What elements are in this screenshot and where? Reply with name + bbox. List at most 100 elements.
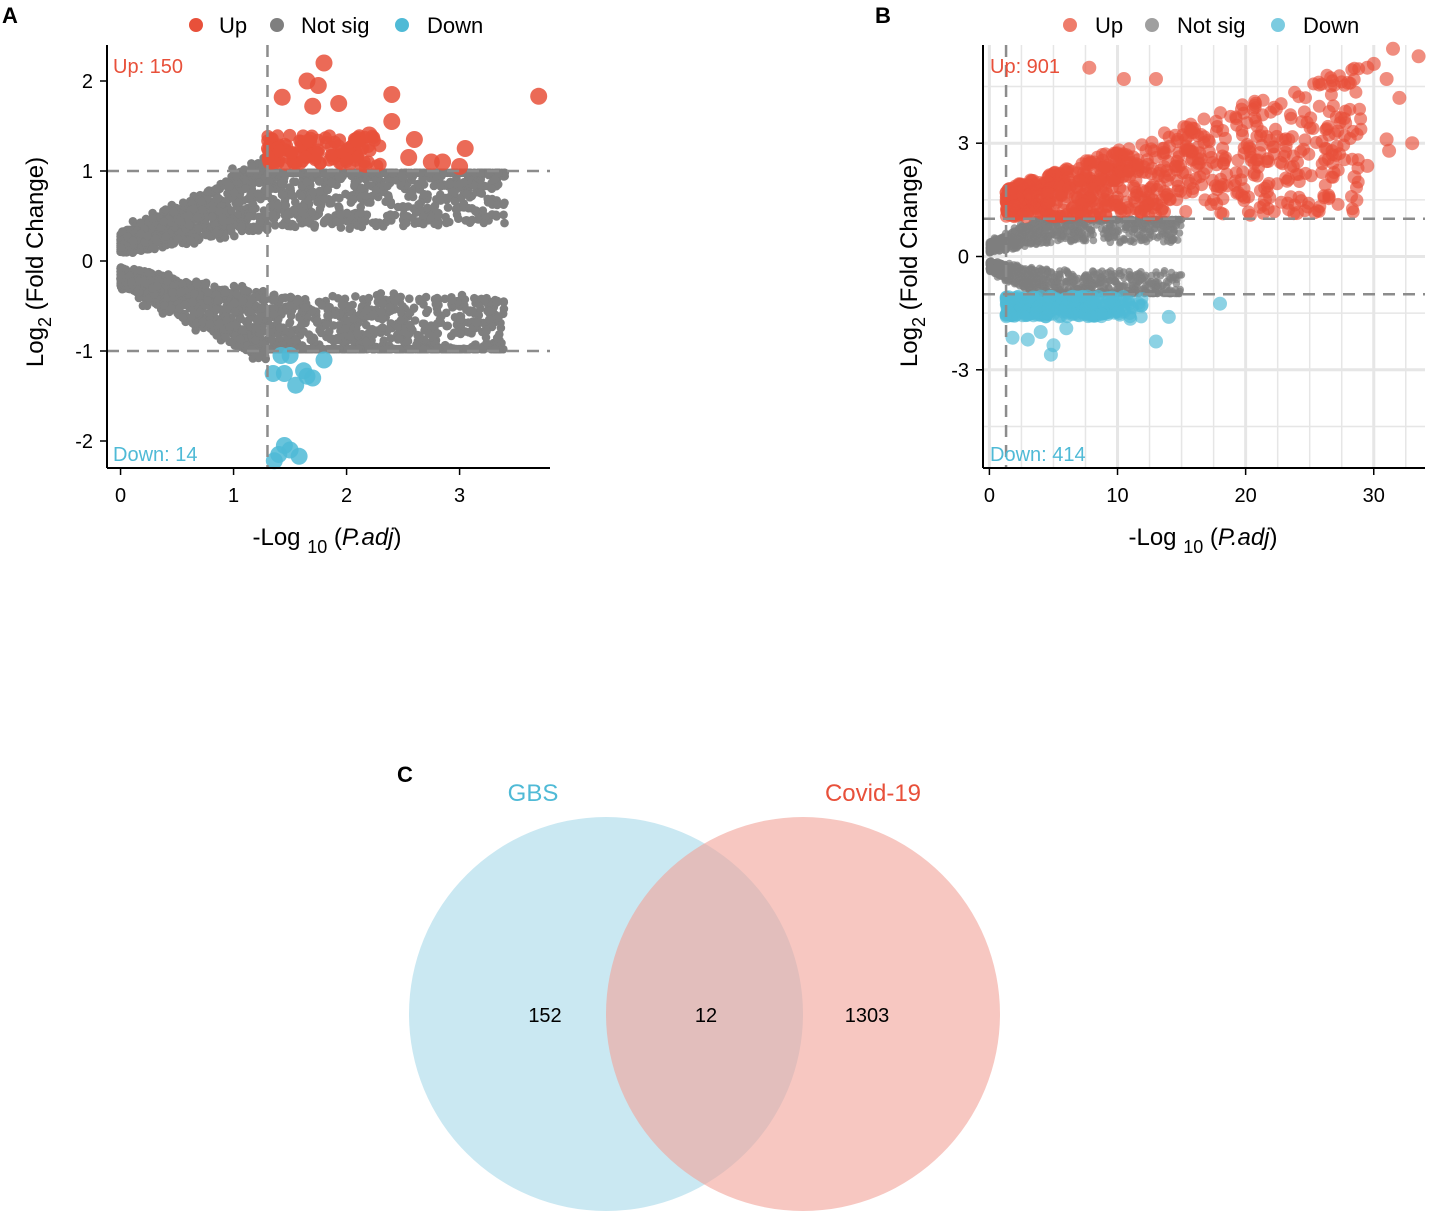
not-sig-point <box>227 206 236 215</box>
not-sig-point <box>289 205 299 215</box>
not-sig-point <box>238 296 248 306</box>
not-sig-point <box>1125 229 1133 238</box>
not-sig-point <box>321 216 331 225</box>
not-sig-point <box>212 184 221 193</box>
not-sig-point <box>327 198 336 208</box>
not-sig-point <box>492 212 501 221</box>
not-sig-point <box>403 212 412 221</box>
not-sig-point <box>363 180 373 190</box>
not-sig-point <box>1146 279 1154 288</box>
not-sig-point <box>168 288 177 297</box>
not-sig-point <box>1092 221 1101 229</box>
not-sig-point <box>1019 234 1028 242</box>
not-sig-point <box>207 212 217 222</box>
legend-b: Up Not sig Down <box>1063 13 1359 38</box>
not-sig-point <box>160 301 169 310</box>
not-sig-point <box>226 223 236 233</box>
legend-a: Up Not sig Down <box>189 13 483 38</box>
not-sig-point <box>310 223 319 232</box>
not-sig-point <box>418 212 428 222</box>
not-sig-point <box>136 229 146 238</box>
not-sig-point <box>215 318 224 328</box>
legend-up-label: Up <box>219 13 247 38</box>
up-point <box>315 54 333 72</box>
not-sig-point <box>472 318 481 328</box>
not-sig-point <box>235 334 245 344</box>
up-point <box>405 131 423 148</box>
not-sig-point <box>127 277 136 287</box>
not-sig-point <box>178 313 188 323</box>
not-sig-point <box>291 197 300 207</box>
not-sig-point <box>1172 279 1181 288</box>
not-sig-point <box>1175 271 1184 279</box>
not-sig-point <box>186 236 196 245</box>
not-sig-point <box>259 206 269 215</box>
not-sig-point <box>303 217 312 227</box>
not-sig-point <box>135 266 145 275</box>
not-sig-point <box>1120 235 1129 244</box>
not-sig-point <box>1063 267 1071 275</box>
y-tick-label: 2 <box>82 71 93 93</box>
not-sig-point <box>443 321 453 331</box>
not-sig-point <box>329 321 338 330</box>
not-sig-point <box>340 324 350 334</box>
not-sig-point <box>212 331 221 340</box>
not-sig-point <box>468 215 477 225</box>
legend-not-sig-marker <box>270 18 284 32</box>
not-sig-point <box>313 197 322 207</box>
up-count-a: Up: 150 <box>113 56 183 78</box>
not-sig-point <box>229 188 239 198</box>
not-sig-point <box>269 295 279 304</box>
not-sig-point <box>367 324 377 334</box>
down-point <box>304 369 322 387</box>
not-sig-point <box>313 316 322 325</box>
not-sig-point <box>233 342 243 352</box>
not-sig-point <box>193 224 203 233</box>
not-sig-point <box>201 280 210 290</box>
not-sig-point <box>414 200 423 209</box>
not-sig-point <box>438 168 448 178</box>
not-sig-point <box>203 296 213 306</box>
not-sig-point <box>457 290 467 300</box>
not-sig-point <box>268 210 278 219</box>
not-sig-point <box>334 171 344 181</box>
not-sig-point <box>380 168 389 178</box>
not-sig-point <box>357 184 366 193</box>
not-sig-point <box>492 333 502 343</box>
not-sig-point <box>254 351 264 361</box>
not-sig-point <box>173 234 183 244</box>
not-sig-point <box>281 201 291 210</box>
not-sig-point <box>1158 282 1166 290</box>
not-sig-point <box>320 168 330 178</box>
not-sig-point <box>314 177 324 186</box>
not-sig-point <box>450 197 460 206</box>
not-sig-point <box>445 217 454 227</box>
not-sig-point <box>454 214 463 223</box>
not-sig-point <box>225 217 235 226</box>
not-sig-point <box>308 187 318 197</box>
not-sig-point <box>361 320 371 330</box>
up-point <box>360 126 378 144</box>
not-sig-point <box>484 306 494 316</box>
not-sig-point <box>494 312 504 322</box>
not-sig-point <box>333 294 343 303</box>
not-sig-point <box>275 323 285 333</box>
not-sig-point <box>404 329 414 339</box>
y-tick-label: -2 <box>75 431 93 453</box>
not-sig-point <box>436 196 445 205</box>
not-sig-point <box>211 304 221 314</box>
not-sig-point <box>285 301 295 310</box>
not-sig-point <box>499 298 509 307</box>
not-sig-point <box>342 208 352 218</box>
not-sig-point <box>459 177 469 187</box>
legend-down-label: Down <box>1303 13 1359 38</box>
not-sig-point <box>167 239 176 248</box>
not-sig-point <box>325 327 334 336</box>
not-sig-point <box>376 307 386 317</box>
not-sig-point <box>456 315 466 324</box>
not-sig-point <box>307 208 317 217</box>
not-sig-point <box>289 177 298 186</box>
not-sig-point <box>245 212 255 221</box>
up-point <box>400 149 418 166</box>
